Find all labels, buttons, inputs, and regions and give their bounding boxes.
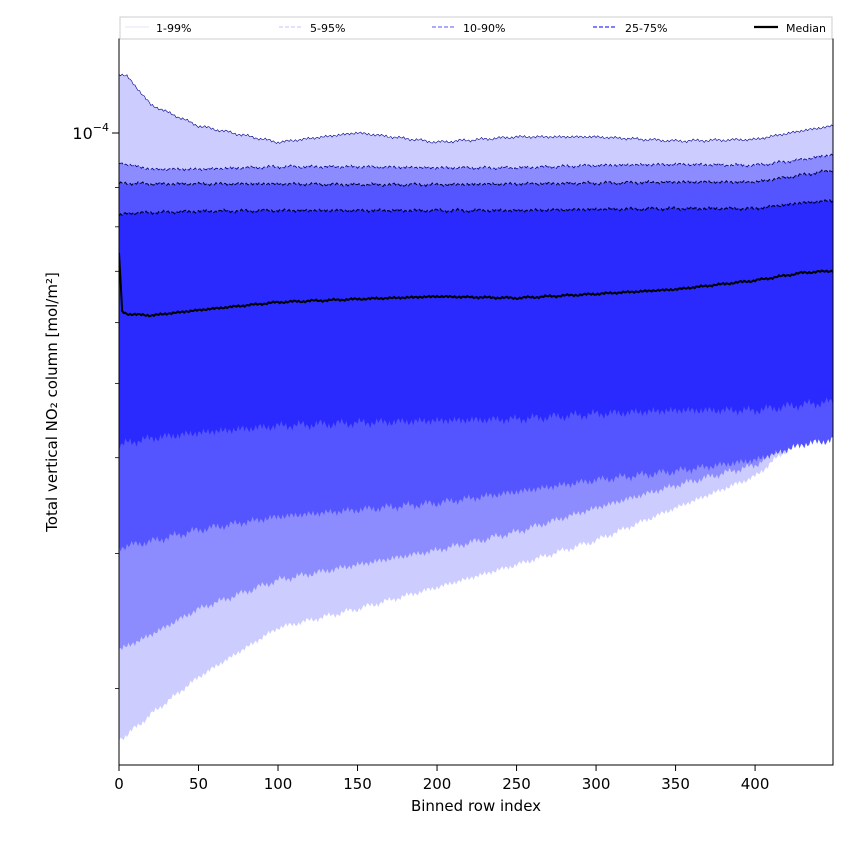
legend-label: 25-75% [625, 22, 667, 35]
band-edge-10-90pct [119, 169, 833, 188]
y-major-tick-label: 10−4 [72, 121, 109, 143]
legend-label: Median [786, 22, 826, 35]
series-lines [119, 73, 833, 318]
x-tick-label: 200 [423, 775, 452, 793]
y-axis-label: Total vertical NO₂ column [mol/m²] [43, 272, 61, 533]
percentile-bands [119, 74, 833, 742]
x-tick-label: 50 [189, 775, 208, 793]
x-tick-label: 400 [741, 775, 770, 793]
band-25-75pct [119, 199, 833, 452]
x-tick-label: 0 [114, 775, 124, 793]
x-tick-label: 350 [661, 775, 690, 793]
x-tick-label: 300 [582, 775, 611, 793]
legend-label: 1-99% [156, 22, 191, 35]
band-edge-1-99pct [119, 73, 833, 144]
x-tick-label: 250 [502, 775, 531, 793]
legend: 1-99% 5-95% 10-90% 25-75% Median [119, 16, 833, 40]
x-axis-ticks: 0 50 100 150 200 250 300 350 400 [114, 765, 769, 793]
x-axis-label: Binned row index [411, 797, 541, 815]
legend-label: 10-90% [463, 22, 505, 35]
band-edge-5-95pct [119, 153, 833, 172]
band-edge-25-75pct [119, 198, 833, 217]
legend-box [119, 16, 833, 40]
x-tick-label: 100 [264, 775, 293, 793]
y-axis-ticks: 10−4 [72, 121, 119, 689]
median-line [119, 252, 833, 318]
x-tick-label: 150 [343, 775, 372, 793]
legend-label: 5-95% [310, 22, 345, 35]
